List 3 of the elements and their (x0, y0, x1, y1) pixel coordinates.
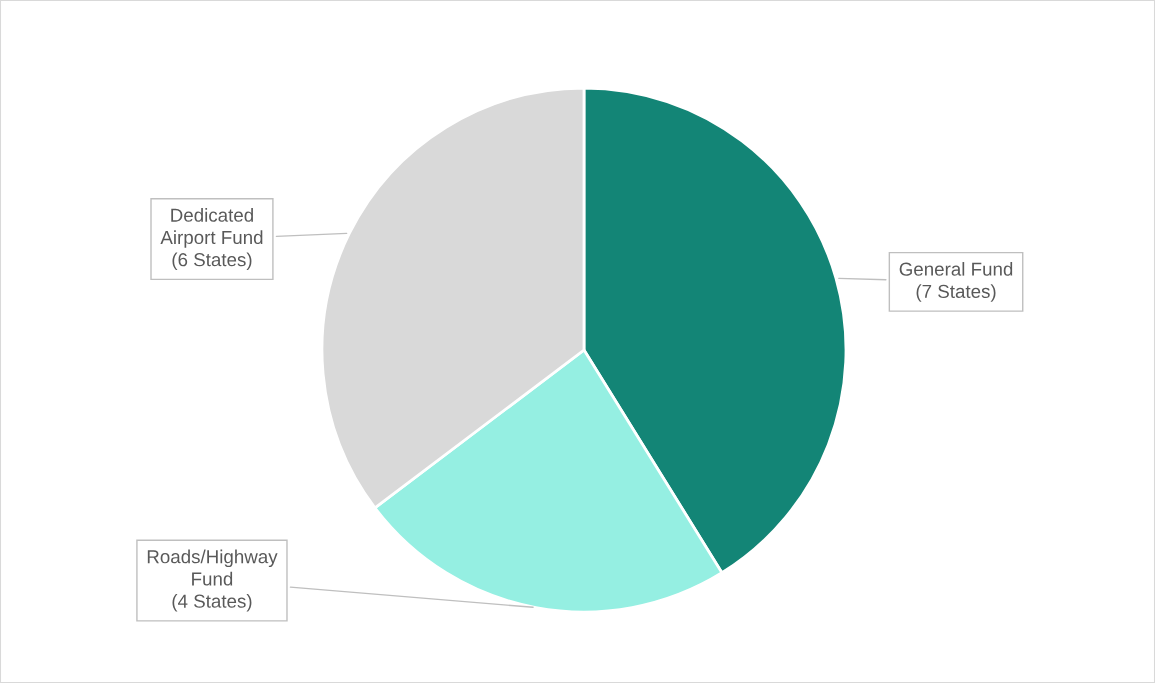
slice-label: Roads/Highway Fund (4 States) (147, 549, 278, 612)
slice-label: General Fund (7 States) (899, 262, 1013, 302)
slice-label: Dedicated Airport Fund (6 States) (160, 208, 263, 271)
